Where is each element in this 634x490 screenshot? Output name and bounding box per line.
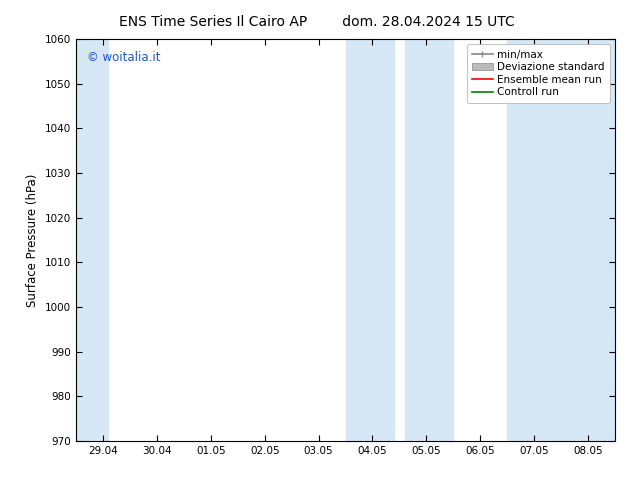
Bar — [346, 39, 394, 441]
Bar — [507, 39, 615, 441]
Legend: min/max, Deviazione standard, Ensemble mean run, Controll run: min/max, Deviazione standard, Ensemble m… — [467, 45, 610, 102]
Y-axis label: Surface Pressure (hPa): Surface Pressure (hPa) — [27, 173, 39, 307]
Bar — [404, 39, 453, 441]
Text: ENS Time Series Il Cairo AP        dom. 28.04.2024 15 UTC: ENS Time Series Il Cairo AP dom. 28.04.2… — [119, 15, 515, 29]
Bar — [76, 39, 108, 441]
Text: © woitalia.it: © woitalia.it — [87, 51, 160, 64]
